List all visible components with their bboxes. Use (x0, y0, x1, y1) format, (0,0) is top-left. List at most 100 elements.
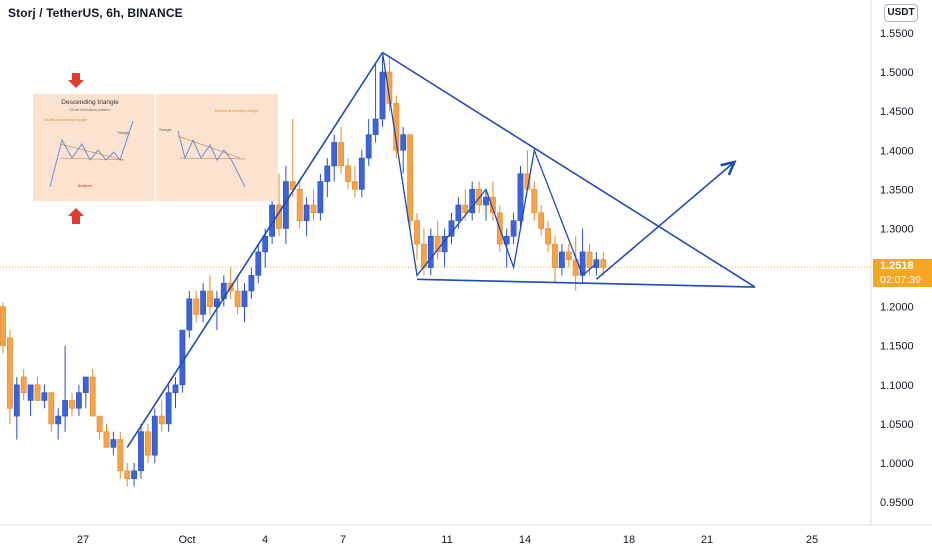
candle-body (200, 290, 206, 315)
candle (565, 244, 572, 268)
candle-body (331, 142, 338, 167)
candle (248, 267, 255, 299)
price-tick-label: 1.1000 (880, 380, 914, 392)
candle-body (13, 384, 20, 417)
candle (207, 275, 213, 315)
candle-body (379, 71, 386, 120)
candle (103, 423, 110, 448)
candle (317, 173, 324, 221)
candle (448, 212, 455, 245)
candle (331, 134, 338, 182)
candle-body (483, 196, 489, 206)
candle (345, 158, 351, 190)
annotation-flat-support (416, 278, 756, 288)
candle (545, 220, 551, 252)
candle-body (69, 400, 75, 409)
candle-body (407, 134, 413, 221)
candle-body (172, 384, 179, 393)
candle-body (386, 71, 393, 104)
candle (255, 244, 262, 284)
candle (69, 392, 75, 417)
candle-body (89, 376, 96, 417)
candle-body (96, 415, 103, 433)
candle (427, 228, 434, 276)
candle (552, 236, 558, 284)
candle (400, 126, 407, 174)
bar-countdown: 02:07:39 (880, 274, 921, 286)
candle-body (372, 118, 379, 135)
inset-title: Descending triangle (61, 99, 119, 106)
candle-body (151, 415, 158, 456)
candle-body (34, 384, 41, 401)
candle (310, 189, 317, 221)
price-tick-label: 1.4000 (880, 145, 914, 157)
candle (441, 228, 448, 268)
candle (379, 56, 386, 127)
inset-triangle-label-1: Triangle (117, 131, 130, 135)
candle-body (462, 204, 469, 214)
candle-body (400, 134, 407, 151)
candle-body (165, 392, 172, 425)
candle-body (255, 251, 262, 276)
candle (510, 212, 517, 245)
inset-subtitle: Chart formation pattern (69, 107, 110, 112)
candle-body (303, 204, 310, 221)
time-tick-label: Oct (178, 534, 195, 546)
candle (558, 244, 565, 276)
candle-body (317, 181, 324, 214)
inset-left-note: Bullish descending triangle (45, 118, 87, 122)
price-tick-label: 1.5500 (880, 28, 914, 40)
candle-body (365, 134, 372, 159)
candle-body (186, 298, 193, 331)
candle-body (0, 306, 6, 347)
time-axis[interactable]: 27 Oct 4 7 11 14 18 21 25 (77, 534, 818, 546)
candle-body (214, 298, 220, 307)
candle (158, 400, 165, 432)
candle (89, 369, 96, 417)
currency-button[interactable]: USDT (884, 4, 918, 22)
candle-body (179, 329, 186, 386)
candle-body (117, 439, 124, 472)
candle-body (41, 392, 48, 401)
candle-body (20, 376, 27, 393)
candle-body (489, 196, 496, 214)
time-tick-label: 25 (806, 534, 818, 546)
candle-body (538, 212, 545, 229)
candle-body (338, 142, 344, 167)
chart-title: Storj / TetherUS, 6h, BINANCE (8, 6, 183, 20)
candle-body (296, 189, 303, 221)
candle-body (414, 220, 420, 245)
price-tick-label: 1.1500 (880, 341, 914, 353)
price-tick-label: 1.3000 (880, 223, 914, 235)
last-price-value: 1.2518 (880, 260, 914, 272)
time-tick-label: 21 (701, 534, 713, 546)
candle-body (145, 431, 151, 456)
candle-body (358, 157, 365, 190)
candle-body (469, 189, 476, 214)
annotation-uptrend (126, 52, 384, 448)
arrow-up-icon (68, 208, 84, 224)
candle (517, 165, 524, 229)
candle-body (248, 275, 255, 292)
candle (386, 56, 393, 112)
candle (324, 158, 331, 198)
candle-body (324, 165, 331, 182)
candle (531, 181, 538, 221)
candle-body (158, 415, 165, 425)
candle (76, 384, 82, 417)
candle-body (310, 204, 317, 214)
time-tick-label: 4 (262, 534, 268, 546)
candle (303, 197, 310, 237)
time-tick-label: 14 (519, 534, 531, 546)
candle (131, 463, 137, 487)
time-tick-label: 18 (623, 534, 635, 546)
candle-body (600, 259, 607, 268)
price-tick-label: 1.2000 (880, 302, 914, 314)
candle-body (289, 181, 296, 190)
candle (193, 291, 200, 323)
candle (200, 283, 206, 323)
candle (48, 392, 55, 432)
inset-triangle-label-2: Triangle (159, 128, 172, 132)
